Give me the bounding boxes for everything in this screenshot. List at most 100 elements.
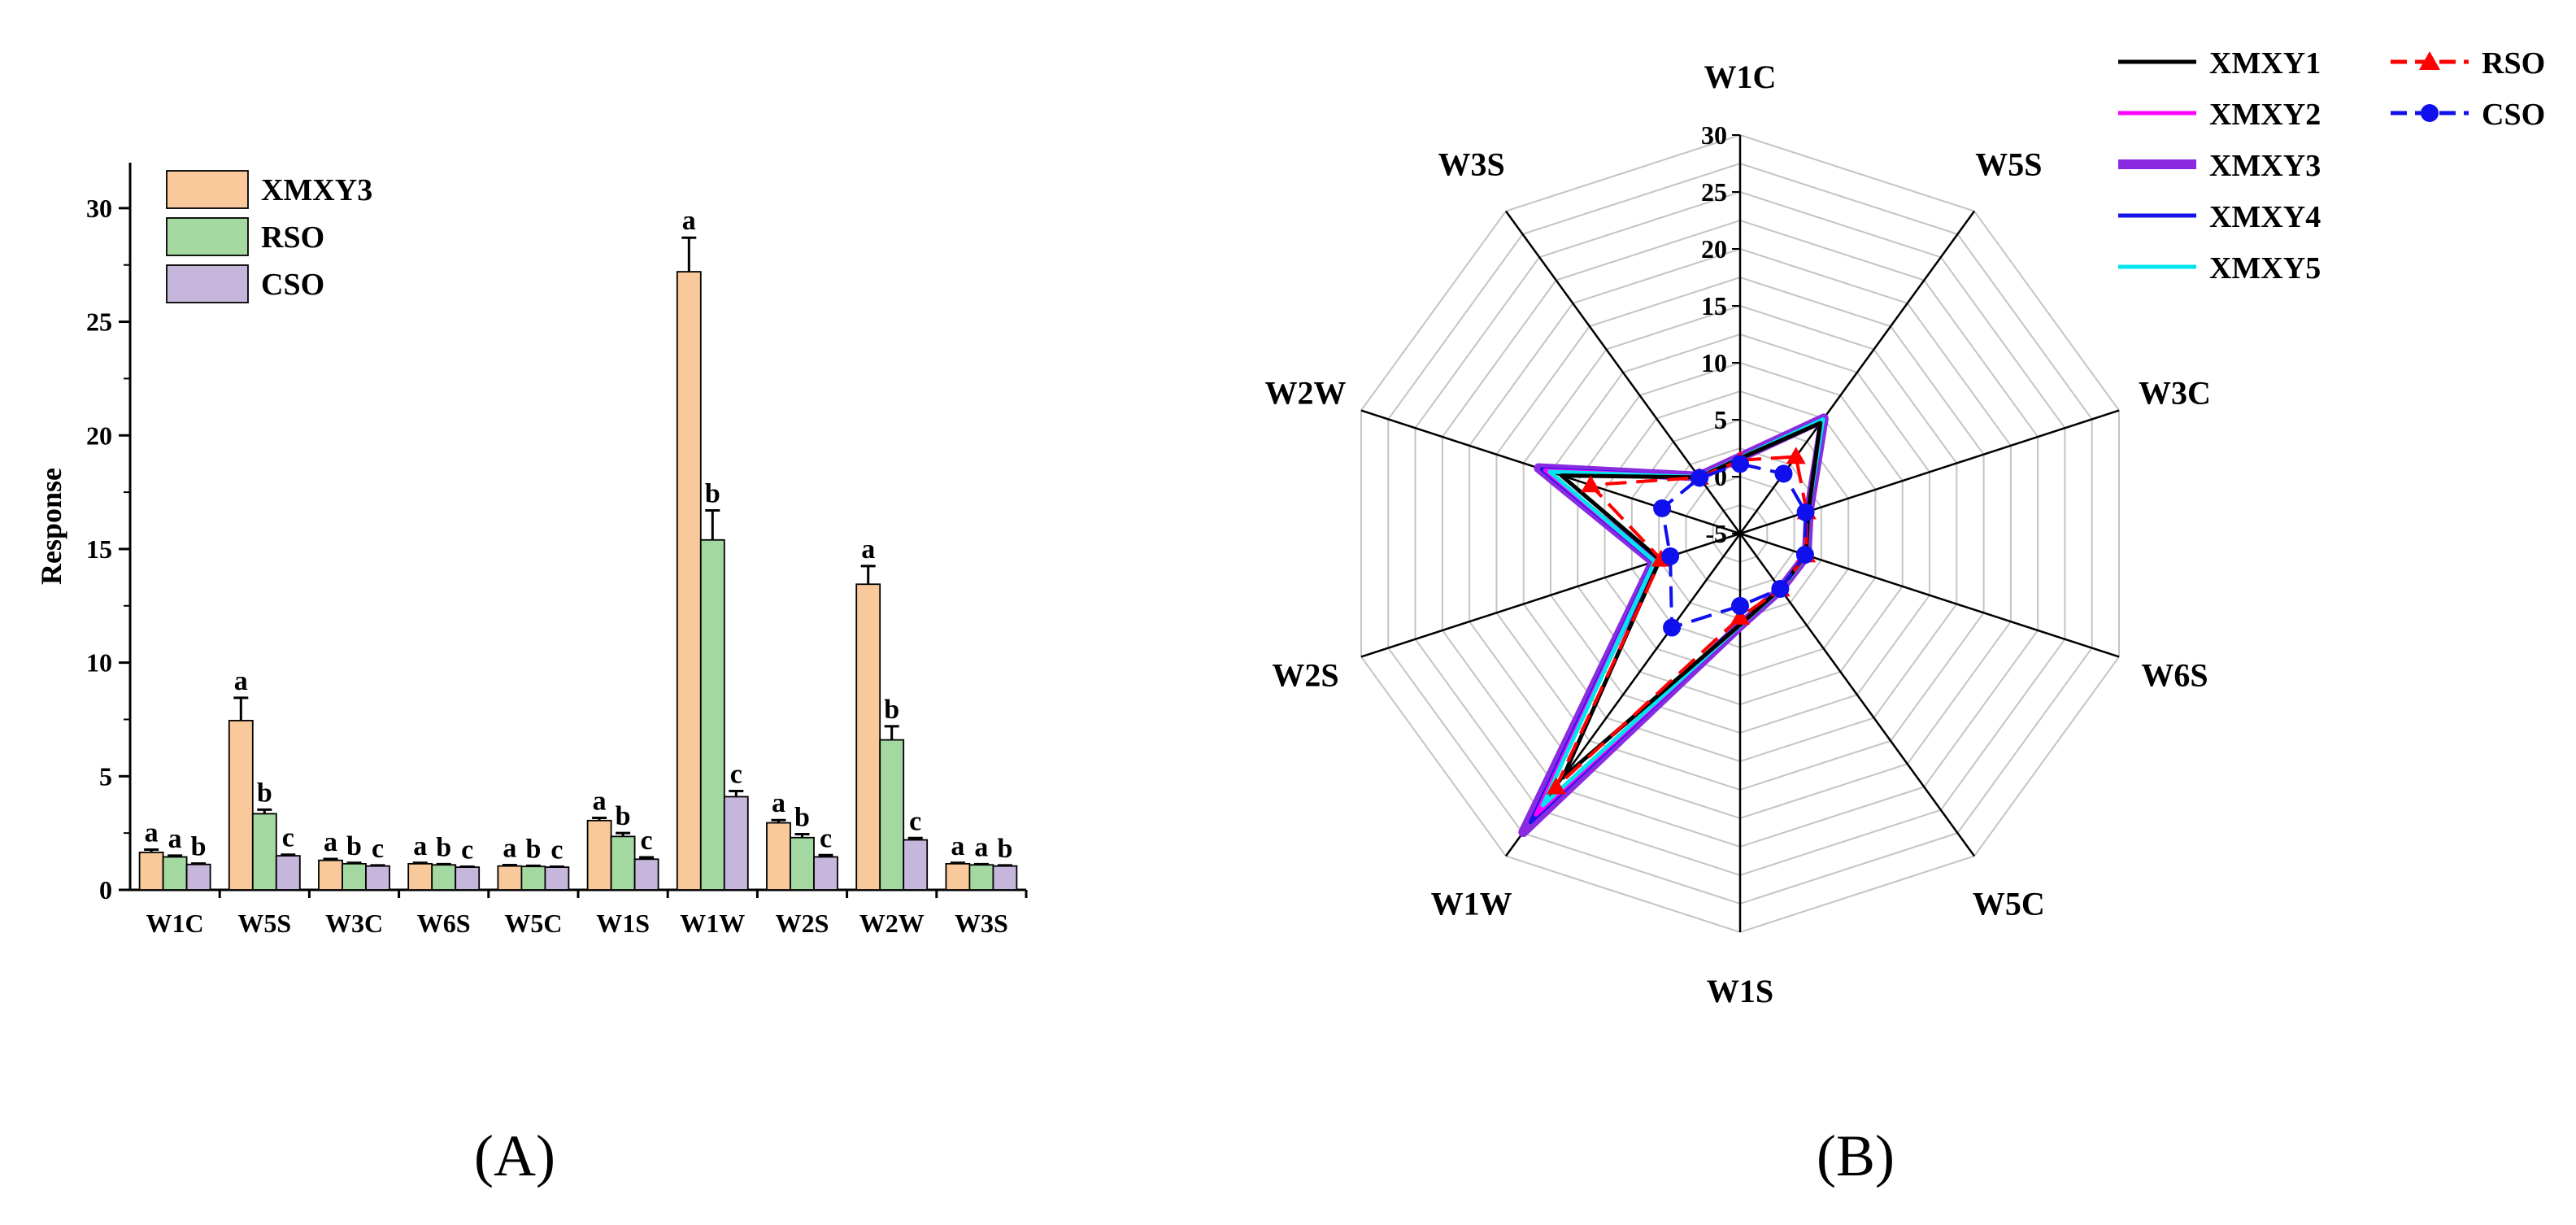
radar-marker bbox=[1661, 547, 1680, 565]
y-tick-label: 25 bbox=[86, 307, 112, 337]
significance-letter: a bbox=[593, 786, 607, 816]
bar bbox=[318, 859, 343, 891]
significance-letter: a bbox=[772, 788, 785, 818]
radar-series-line bbox=[1554, 455, 1808, 789]
significance-letter: b bbox=[705, 478, 720, 508]
radar-chart: -5051015202530W1CW5SW3CW6SW5CW1SW1WW2SW2… bbox=[1265, 46, 2546, 1009]
panel-label-a: (A) bbox=[474, 1123, 555, 1188]
legend-label: XMXY1 bbox=[2209, 46, 2321, 81]
y-axis-title: Response bbox=[35, 468, 67, 585]
legend-label: XMXY2 bbox=[2209, 98, 2321, 132]
significance-letter: c bbox=[641, 826, 653, 856]
bar bbox=[723, 796, 749, 891]
significance-letter: a bbox=[234, 666, 248, 696]
bar bbox=[610, 835, 636, 891]
bar bbox=[879, 739, 905, 891]
significance-letter: b bbox=[436, 832, 451, 862]
legend-swatch bbox=[166, 170, 249, 209]
radar-series-line bbox=[1559, 421, 1823, 780]
significance-letter: c bbox=[372, 834, 384, 864]
significance-letter: a bbox=[951, 831, 964, 861]
legend-label: XMXY5 bbox=[2209, 251, 2321, 286]
bar bbox=[945, 862, 971, 891]
bar bbox=[766, 822, 791, 891]
x-tick-label: W1C bbox=[146, 909, 204, 938]
radar-axis-label: W1C bbox=[1704, 59, 1777, 95]
radar-marker bbox=[1796, 503, 1815, 521]
bar bbox=[431, 864, 457, 891]
significance-letter: b bbox=[346, 831, 362, 861]
radar-axis-label: W2W bbox=[1265, 374, 1347, 411]
radar-marker bbox=[1653, 499, 1672, 517]
radar-axis-label: W1S bbox=[1707, 973, 1773, 1009]
y-tick-label: 15 bbox=[86, 534, 112, 564]
x-tick-label: W2S bbox=[776, 909, 829, 938]
radar-ring-label: 30 bbox=[1701, 120, 1727, 150]
legend-marker bbox=[2419, 51, 2440, 70]
bar bbox=[520, 865, 546, 891]
radar-marker bbox=[1730, 607, 1750, 625]
radar-ring-label: 5 bbox=[1714, 405, 1727, 434]
radar-marker bbox=[1731, 596, 1749, 615]
bar bbox=[162, 856, 188, 891]
x-tick-label: W1S bbox=[596, 909, 650, 938]
bar bbox=[903, 839, 929, 891]
bar bbox=[455, 866, 481, 891]
bar bbox=[855, 583, 881, 891]
bar bbox=[185, 863, 211, 891]
radar-marker bbox=[1546, 777, 1566, 795]
radar-axis-label: W3S bbox=[1438, 146, 1505, 182]
bar bbox=[992, 865, 1018, 891]
bar bbox=[813, 856, 838, 891]
significance-letter: c bbox=[909, 806, 921, 836]
bar bbox=[544, 866, 570, 891]
significance-letter: a bbox=[861, 534, 875, 565]
significance-letter: c bbox=[730, 759, 742, 789]
radar-marker bbox=[1663, 618, 1682, 637]
significance-letter: b bbox=[884, 695, 899, 725]
y-tick-label: 10 bbox=[86, 648, 112, 678]
x-tick-label: W5S bbox=[237, 909, 291, 938]
x-tick-label: W2W bbox=[859, 909, 925, 938]
legend-label: RSO bbox=[261, 220, 324, 255]
panel-label-b: (B) bbox=[1817, 1123, 1895, 1188]
legend-label: RSO bbox=[2482, 46, 2545, 81]
radar-axis-label: W1W bbox=[1431, 886, 1512, 922]
bar bbox=[699, 538, 725, 891]
radar-ring-label: 15 bbox=[1701, 291, 1727, 320]
significance-letter: c bbox=[820, 823, 832, 853]
bar bbox=[968, 864, 994, 891]
y-tick-label: 20 bbox=[86, 421, 112, 450]
significance-letter: b bbox=[191, 832, 207, 862]
legend-marker bbox=[2421, 104, 2439, 122]
radar-axis-label: W2S bbox=[1272, 657, 1338, 694]
significance-letter: a bbox=[974, 832, 988, 862]
significance-letter: a bbox=[145, 818, 159, 848]
x-tick-label: W3C bbox=[325, 909, 383, 938]
bar bbox=[790, 836, 815, 891]
legend-label: XMXY4 bbox=[2209, 200, 2321, 234]
radar-marker bbox=[1690, 469, 1709, 487]
bar bbox=[275, 855, 301, 891]
bar bbox=[138, 852, 164, 891]
bar bbox=[586, 819, 612, 891]
legend-swatch bbox=[166, 264, 249, 303]
significance-letter: c bbox=[282, 823, 294, 853]
radar-axis-label: W6S bbox=[2141, 657, 2208, 694]
significance-letter: a bbox=[324, 827, 337, 857]
significance-letter: b bbox=[794, 803, 810, 833]
radar-ring-label: -5 bbox=[1705, 519, 1727, 548]
legend-label: CSO bbox=[2482, 98, 2545, 132]
significance-letter: b bbox=[997, 834, 1012, 864]
radar-marker bbox=[1795, 545, 1814, 564]
radar-axis-label: W3C bbox=[2139, 374, 2211, 411]
bar bbox=[342, 862, 367, 891]
y-tick-label: 0 bbox=[99, 875, 112, 905]
significance-letter: b bbox=[257, 778, 272, 808]
radar-ring-label: 25 bbox=[1701, 177, 1727, 207]
legend-label: XMXY3 bbox=[261, 173, 372, 207]
x-tick-label: W1W bbox=[680, 909, 745, 938]
radar-marker bbox=[1731, 455, 1749, 473]
bar bbox=[365, 865, 390, 891]
